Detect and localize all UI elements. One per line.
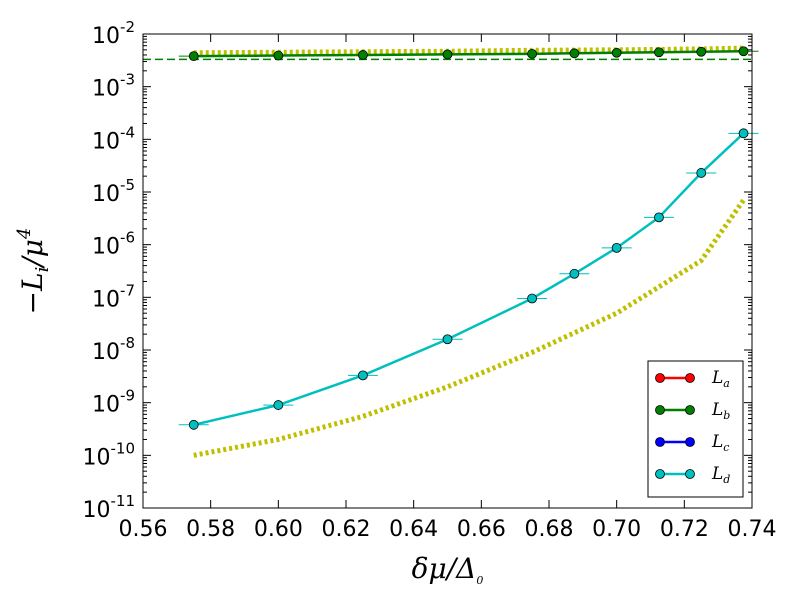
x-tick-label: 0.58: [186, 517, 235, 542]
reference-curve-1: [193, 198, 746, 458]
data-point-b: [273, 50, 284, 61]
y-tick-label: 10-10: [83, 439, 136, 470]
data-point-d: [696, 168, 707, 178]
data-point-b: [442, 49, 453, 60]
x-axis-label: δμ/Δ0: [412, 552, 484, 587]
legend-label-c: Lc: [711, 432, 729, 454]
data-point-d: [569, 268, 580, 279]
x-tick-label: 0.70: [592, 517, 641, 542]
y-tick-label: 10-3: [92, 71, 135, 102]
data-point-d: [738, 128, 749, 139]
x-tick-label: 0.62: [322, 517, 371, 542]
legend-marker-a: [655, 373, 665, 383]
data-point-d: [611, 242, 622, 253]
y-tick-label: 10-2: [92, 18, 135, 49]
y-tick-label: 10-8: [92, 334, 135, 365]
legend-label-b: Lb: [711, 400, 730, 422]
data-point-d: [188, 419, 199, 430]
data-point-b: [654, 47, 664, 58]
legend-label-d: Ld: [711, 464, 730, 486]
data-point-b: [188, 51, 199, 62]
x-tick-label: 0.64: [389, 517, 438, 542]
legend-label-a: La: [711, 368, 730, 390]
data-point-b: [696, 46, 707, 57]
legend-marker-d: [685, 469, 695, 479]
data-point-d: [527, 293, 537, 304]
x-tick-label: 0.74: [728, 517, 777, 542]
legend-marker-a: [685, 373, 695, 383]
reference-curve-0: [193, 45, 744, 56]
data-point-d: [442, 334, 453, 345]
data-point-d: [654, 212, 664, 223]
data-point-d: [273, 400, 284, 410]
axis-ticks: 0.56 0.58 0.60 0.62 0.64 0.66 0.68 0.70 0.72 0.74…: [83, 18, 777, 542]
legend-marker-c: [655, 437, 665, 447]
x-tick-label: 0.66: [457, 517, 506, 542]
y-tick-label: 10-6: [92, 229, 135, 260]
data-point-b: [738, 46, 749, 57]
data-point-b: [527, 48, 537, 59]
legend-marker-d: [655, 469, 665, 479]
legend: La Lb Lc Ld: [647, 360, 744, 498]
y-tick-label: 10-5: [92, 176, 135, 207]
series-line-d: [193, 132, 745, 427]
plot-frame: [142, 33, 753, 509]
y-tick-label: 10-7: [92, 281, 135, 312]
x-tick-label: 0.72: [660, 517, 709, 542]
series-line-b: [193, 50, 744, 58]
y-tick-label: 10-9: [92, 387, 135, 418]
y-tick-label: 10-11: [83, 492, 136, 523]
plot-area: [143, 45, 759, 458]
data-point-b: [358, 50, 368, 60]
data-point-b: [569, 48, 580, 59]
y-tick-label: 10-4: [92, 123, 135, 154]
y-axis-label: −Li/μ4: [14, 228, 53, 315]
legend-marker-c: [685, 437, 695, 447]
legend-marker-b: [655, 405, 665, 415]
data-point-d: [358, 370, 368, 381]
data-point-b: [611, 47, 622, 58]
legend-marker-b: [685, 405, 695, 415]
x-tick-label: 0.68: [525, 517, 574, 542]
x-tick-label: 0.60: [254, 517, 303, 542]
x-tick-label: 0.56: [119, 517, 168, 542]
